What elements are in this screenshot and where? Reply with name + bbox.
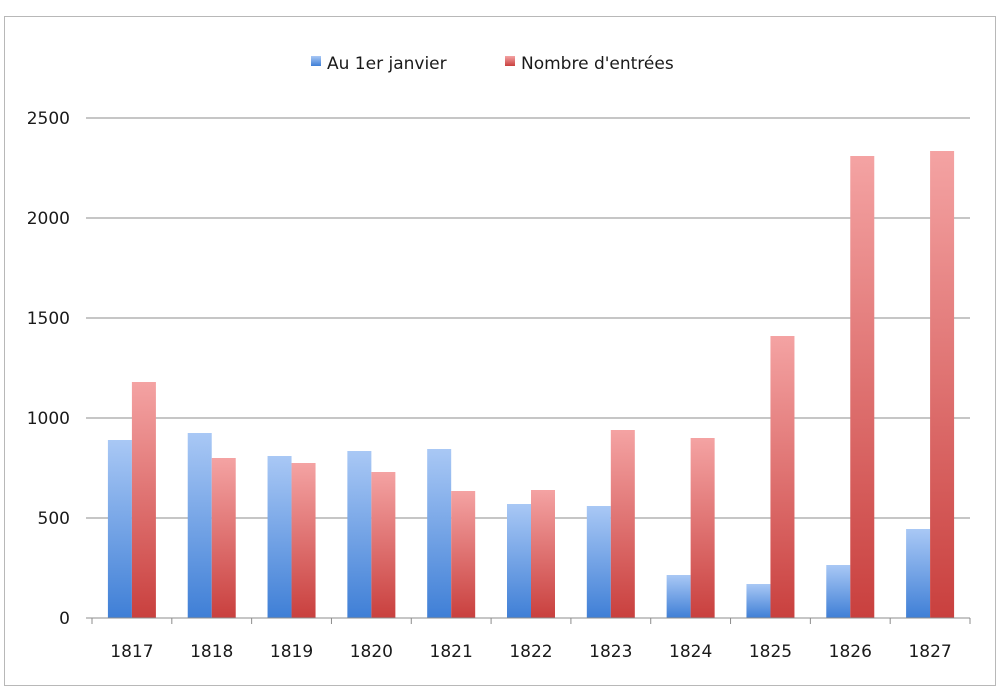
bar-0-1818 [187, 433, 212, 618]
legend-label-0: Au 1er janvier [327, 54, 447, 74]
bar-0-1819 [267, 456, 292, 618]
bar-1-1818 [211, 458, 236, 618]
bar-1-1820 [371, 472, 396, 618]
y-tick-label-4: 2000 [27, 209, 70, 229]
bar-0-1823 [586, 506, 611, 618]
bar-1-1823 [610, 430, 635, 618]
bar-1-1819 [291, 463, 316, 618]
x-tick-label-1826: 1826 [829, 642, 872, 662]
x-tick-label-1824: 1824 [669, 642, 712, 662]
y-tick-label-1: 500 [38, 509, 70, 529]
x-tick-label-1821: 1821 [430, 642, 473, 662]
legend-label-1: Nombre d'entrées [521, 54, 674, 74]
y-axis: 0 500 1000 1500 2000 2500 [27, 109, 92, 629]
bar-0-1822 [507, 504, 531, 618]
bar-0-1817 [107, 440, 132, 618]
bar-0-1824 [666, 575, 691, 618]
bar-1-1821 [451, 491, 476, 618]
bar-1-1822 [531, 490, 555, 618]
bar-0-1820 [347, 451, 372, 618]
x-tick-label-1827: 1827 [908, 642, 951, 662]
bar-0-1821 [427, 449, 452, 618]
legend: Au 1er janvier Nombre d'entrées [311, 54, 674, 74]
gridlines [92, 117, 970, 519]
x-tick-label-1820: 1820 [350, 642, 393, 662]
bar-1-1826 [850, 156, 875, 618]
x-tick-label-1823: 1823 [589, 642, 632, 662]
x-tick-label-1825: 1825 [749, 642, 792, 662]
x-tick-label-1818: 1818 [190, 642, 233, 662]
bar-1-1824 [690, 438, 715, 618]
x-tick-label-1817: 1817 [110, 642, 153, 662]
bar-1-1817 [131, 382, 156, 618]
bars [107, 151, 955, 618]
legend-swatch-0 [311, 56, 321, 66]
y-tick-label-2: 1000 [27, 409, 70, 429]
bar-0-1827 [906, 529, 931, 618]
y-tick-label-5: 2500 [27, 109, 70, 129]
x-tick-label-1822: 1822 [509, 642, 552, 662]
bar-0-1826 [826, 565, 851, 618]
bar-0-1825 [746, 584, 771, 618]
legend-swatch-1 [505, 56, 515, 66]
y-tick-label-3: 1500 [27, 309, 70, 329]
bar-1-1827 [930, 151, 955, 618]
bar-1-1825 [770, 336, 795, 618]
y-tick-label-0: 0 [59, 609, 70, 629]
x-tick-label-1819: 1819 [270, 642, 313, 662]
x-axis: 1817 1818 1819 1820 1821 1822 1823 1824 1825 1826… [91, 617, 971, 662]
